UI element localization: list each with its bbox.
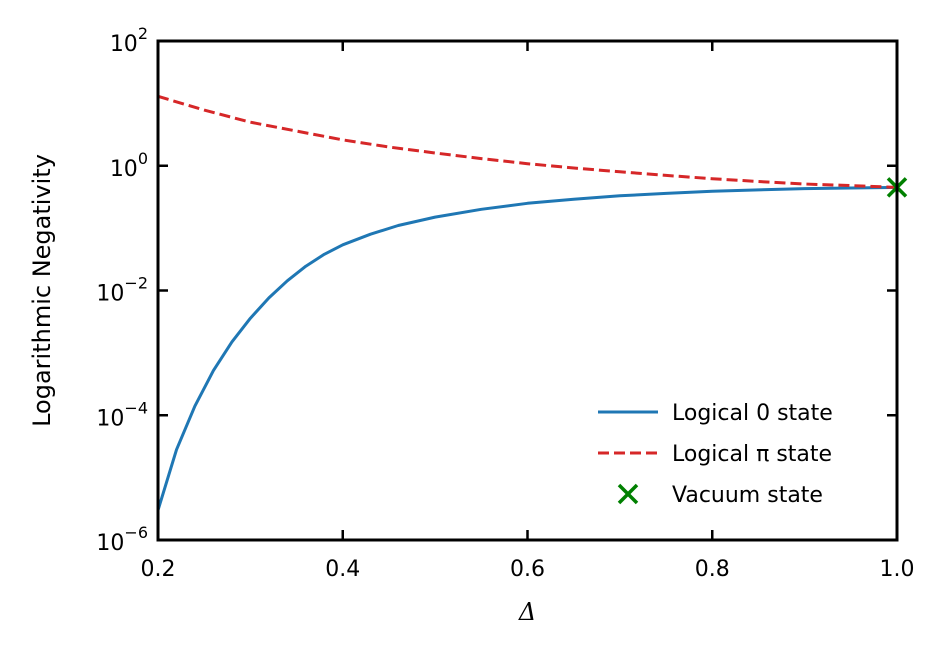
series-logical-0-line xyxy=(156,185,898,511)
x-tick-label: 0.4 xyxy=(325,557,360,582)
legend-item-logical-0: Logical 0 state xyxy=(598,401,833,426)
legend-swatch-vacuum-x-marker xyxy=(617,483,639,505)
legend-label-logical-pi: Logical π state xyxy=(672,442,832,467)
legend-label-vacuum: Vacuum state xyxy=(672,483,823,508)
x-tick-label: 0.8 xyxy=(695,557,730,582)
y-tick-label: 10−2 xyxy=(96,274,148,307)
y-axis-label: Logarithmic Negativity xyxy=(28,154,56,427)
series-logical-pi-line xyxy=(157,94,898,189)
plot-frame xyxy=(156,39,899,542)
x-tick-label: 1.0 xyxy=(880,557,915,582)
y-tick-label: 10−6 xyxy=(96,523,148,556)
legend-label-logical-0: Logical 0 state xyxy=(672,401,833,426)
y-tick-label: 102 xyxy=(110,24,148,57)
ticks-layer: 0.2 0.4 0.6 0.8 1.0 10−6 10−4 10−2 100 102 xyxy=(96,24,914,582)
legend-item-vacuum: Vacuum state xyxy=(617,483,823,508)
x-tick-label: 0.6 xyxy=(510,557,545,582)
x-axis-label: Δ xyxy=(518,598,536,626)
legend-item-logical-pi: Logical π state xyxy=(598,442,832,467)
legend-x-marker xyxy=(617,483,639,505)
legend: Logical 0 state Logical π state Vacuum s… xyxy=(598,401,833,508)
y-tick-label: 100 xyxy=(110,149,148,182)
x-tick-label: 0.2 xyxy=(141,557,176,582)
y-tick-label: 10−4 xyxy=(96,398,148,431)
